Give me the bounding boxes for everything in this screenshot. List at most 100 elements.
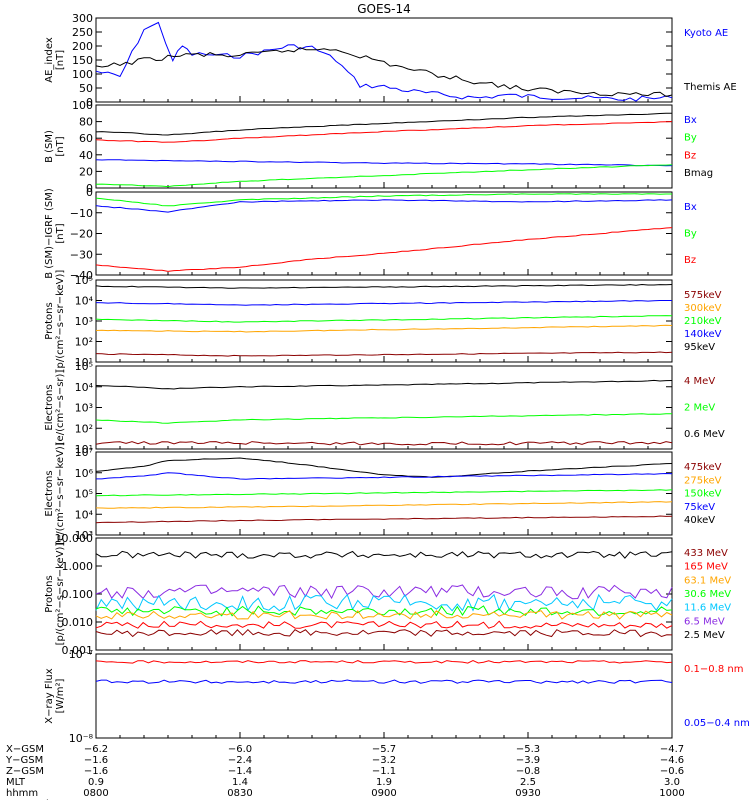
footer-value: −2.4 (228, 755, 252, 766)
y-tick-label: 0.010 (62, 616, 94, 629)
y-axis-label: Protons (44, 302, 55, 339)
legend-entry: 475keV (684, 462, 722, 473)
y-tick-label: −20 (70, 228, 93, 241)
panel-2: 0 −10 −20 −30 −40 B (SM)−IGRF (SM) [nT] Bx By Bz (44, 186, 697, 282)
y-axis-label: Electrons (44, 470, 55, 516)
y-axis-label: B (SM) (44, 130, 55, 163)
y-tick-label: −40 (70, 269, 93, 282)
y-tick-label: 0 (86, 186, 93, 199)
legend-entry: 0.6 MeV (684, 429, 725, 440)
legend-entry: Bz (684, 150, 696, 161)
footer-value: −5.3 (516, 744, 540, 755)
legend-entry: By (684, 133, 697, 144)
y-axis-label: [e/(cm²−s−sr)] (55, 370, 66, 446)
footer-value: −4.7 (660, 744, 684, 755)
y-tick-label: 10.000 (55, 532, 94, 545)
y-axis-label: B (SM)−IGRF (SM) (44, 188, 55, 279)
series-line-63-1-MeV (95, 609, 673, 620)
legend-entry: 210keV (684, 316, 722, 327)
panel-frame (95, 17, 673, 103)
footer-value: −4.6 (660, 755, 684, 766)
legend-entry: 6.5 MeV (684, 616, 725, 627)
legend-entry: 11.6 MeV (684, 603, 731, 614)
footer-value: −0.8 (516, 766, 540, 777)
series-line-11-6-MeV (95, 593, 673, 612)
legend-entry: 165 MeV (684, 562, 728, 573)
y-tick-label: −30 (70, 248, 93, 261)
series-line-By (95, 164, 673, 188)
panel-frame (95, 653, 673, 739)
y-tick-label: 40 (79, 149, 93, 162)
footer-value: −3.9 (516, 755, 540, 766)
panel-5: 10⁷ 10⁶ 10⁵ 10⁴ 10³ Electrons [e/(cm²−s−sr−keV… (44, 442, 722, 545)
panel-7: 10⁻⁷ 10⁻⁸ X−ray Flux [W/m²] 0.1−0.8 nm 0.05−0… (44, 648, 750, 745)
series-line-165-MeV (95, 620, 673, 629)
footer-value: 0900 (371, 788, 396, 799)
series-line-300keV (95, 324, 673, 333)
series-line-210keV (95, 315, 673, 323)
y-tick-label: 10³ (75, 402, 93, 415)
y-tick-label: 200 (72, 40, 93, 53)
y-tick-label: 300 (72, 12, 93, 25)
y-tick-label: 0.001 (62, 644, 94, 657)
y-tick-label: 10⁷ (75, 446, 93, 459)
y-tick-label: 10⁵ (75, 488, 93, 501)
footer-value: −1.6 (84, 755, 108, 766)
y-tick-label: 10⁴ (75, 508, 94, 521)
footer-value: 1.4 (232, 777, 248, 788)
series-line-2-MeV (95, 413, 672, 424)
y-tick-label: 100 (72, 99, 93, 112)
series-line-Bz (95, 227, 673, 272)
legend-entry: 300keV (684, 303, 722, 314)
legend-entry: 433 MeV (684, 548, 728, 559)
series-line-0-1-0-8-nm (95, 660, 673, 664)
y-tick-label: 0 (86, 182, 93, 195)
legend-entry: By (684, 229, 697, 240)
legend-entry: 4 MeV (684, 376, 715, 387)
footer-value: 0800 (83, 788, 108, 799)
legend-entry: 75keV (684, 502, 715, 513)
legend-entry: 0.1−0.8 nm (684, 664, 743, 675)
y-axis-label: X−ray Flux (44, 668, 55, 723)
y-tick-label: 10⁴ (75, 381, 94, 394)
y-tick-label: 0.100 (62, 588, 94, 601)
y-tick-label: 10⁻⁷ (69, 648, 93, 661)
legend-entry: 575keV (684, 290, 722, 301)
series-line-Bx (95, 199, 673, 213)
y-tick-label: 10⁴ (75, 295, 94, 308)
panel-6: 10.000 1.000 0.100 0.010 0.001 Protons [p/(cm²… (44, 532, 731, 657)
footer-value: −6.2 (84, 744, 108, 755)
legend-entry: 2 MeV (684, 403, 715, 414)
y-tick-label: 10² (75, 422, 93, 435)
footer-value: 0.9 (88, 777, 104, 788)
y-tick-label: 10³ (75, 315, 93, 328)
panel-4: 10⁵ 10⁴ 10³ 10² 10¹ Electrons [e/(cm²−s−sr)] 4 … (44, 360, 725, 456)
footer-row-label: X−GSM (6, 744, 44, 755)
legend-entry: 140keV (684, 329, 722, 340)
series-line-Bz (95, 121, 673, 143)
series-line-0-05-0-4-nm (95, 679, 673, 684)
footer-value: 2.5 (520, 777, 536, 788)
y-tick-label: 150 (72, 54, 93, 67)
legend-entry: 150keV (684, 489, 722, 500)
y-tick-label: 250 (72, 26, 93, 39)
y-axis-label: Electrons (44, 384, 55, 430)
series-line-140keV (95, 300, 672, 306)
panel-frame (95, 365, 673, 450)
legend-entry: 63.1 MeV (684, 575, 731, 586)
legend-entry: 275keV (684, 475, 722, 486)
chart-title: GOES-14 (357, 2, 411, 16)
y-tick-label: 10¹ (75, 443, 93, 456)
footer-value: 1.9 (376, 777, 392, 788)
series-line-Themis-AE (95, 47, 673, 97)
y-axis-label: [p/(cm²−s−sr−keV)] (55, 270, 66, 373)
footer-row-label: Z−GSM (6, 766, 44, 777)
footer-row-label: hhmm (6, 788, 38, 799)
y-tick-label: 10⁵ (75, 274, 93, 287)
series-line-95keV (95, 283, 673, 289)
series-line-575keV (95, 351, 673, 357)
y-tick-label: 20 (79, 165, 93, 178)
panel-1: 100 80 60 40 20 0 B (SM) [nT] Bx By Bz Bmag (44, 99, 713, 195)
